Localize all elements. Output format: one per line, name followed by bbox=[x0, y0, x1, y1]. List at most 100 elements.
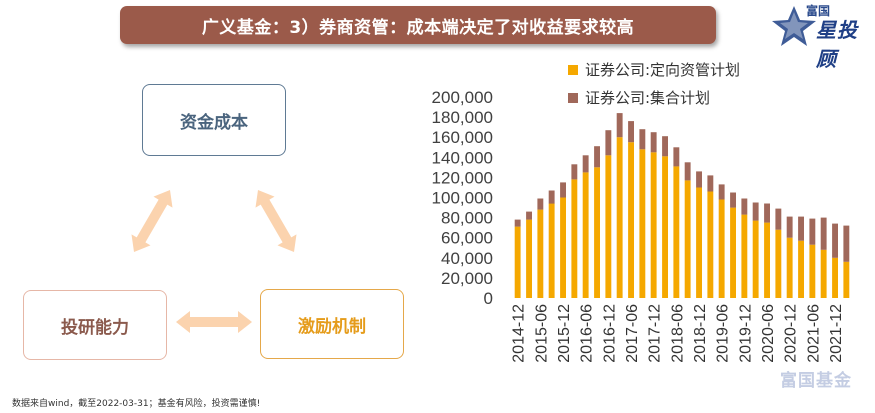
y-tick-label: 200,000 bbox=[432, 88, 493, 107]
bar-directed-2017-12 bbox=[650, 152, 657, 298]
bar-collective-2015-12 bbox=[560, 182, 566, 198]
bar-collective-2018-03 bbox=[662, 136, 668, 157]
x-tick-label: 2021-06 bbox=[805, 304, 822, 363]
bar-collective-2020-09 bbox=[775, 208, 782, 230]
bar-collective-2019-06 bbox=[718, 184, 725, 200]
node-incentive-mechanism-label: 激励机制 bbox=[298, 316, 366, 337]
bar-directed-2021-03 bbox=[798, 240, 804, 298]
bar-collective-2018-06 bbox=[673, 147, 680, 167]
bar-collective-2021-09 bbox=[820, 217, 827, 250]
x-tick-label: 2015-06 bbox=[533, 304, 550, 363]
bar-directed-2015-03 bbox=[526, 219, 532, 298]
bar-directed-2016-03 bbox=[571, 179, 578, 298]
bar-directed-2020-03 bbox=[752, 220, 759, 298]
title-banner: 广义基金：3）券商资管：成本端决定了对收益要求较高 bbox=[120, 6, 716, 44]
bar-directed-2021-09 bbox=[820, 249, 827, 298]
y-tick-label: 80,000 bbox=[441, 209, 493, 228]
node-incentive-mechanism: 激励机制 bbox=[260, 289, 404, 359]
legend-label-2: 证券公司:集合计划 bbox=[585, 89, 710, 107]
footnote: 数据来自wind，截至2022-03-31；基金有风险，投资需谨慎! bbox=[12, 399, 261, 409]
star-logo-icon bbox=[772, 6, 816, 46]
arrow-cost-incentive-icon bbox=[255, 190, 297, 252]
bar-collective-2016-12 bbox=[605, 130, 612, 156]
y-tick-label: 20,000 bbox=[441, 269, 493, 288]
node-capital-cost: 资金成本 bbox=[142, 84, 286, 156]
bar-collective-2019-03 bbox=[707, 175, 714, 192]
x-tick-label: 2018-06 bbox=[669, 304, 686, 363]
bar-directed-2020-09 bbox=[775, 229, 782, 298]
bar-collective-2014-12 bbox=[514, 219, 521, 227]
bar-collective-2020-06 bbox=[764, 203, 770, 223]
x-tick-label: 2016-06 bbox=[579, 304, 596, 363]
bar-collective-2017-12 bbox=[650, 132, 657, 153]
bar-directed-2014-12 bbox=[514, 226, 521, 298]
bar-collective-2017-09 bbox=[639, 129, 646, 150]
y-tick-label: 160,000 bbox=[432, 128, 493, 147]
bar-collective-2018-09 bbox=[684, 162, 691, 181]
bar-directed-2015-09 bbox=[548, 203, 555, 298]
bar-directed-2020-12 bbox=[786, 237, 793, 298]
bar-collective-2021-12 bbox=[832, 223, 838, 258]
y-tick-label: 120,000 bbox=[432, 168, 493, 187]
legend-label-1: 证券公司:定向资管计划 bbox=[585, 61, 740, 79]
x-tick-label: 2021-12 bbox=[828, 304, 845, 363]
bar-collective-2019-09 bbox=[730, 192, 736, 208]
y-tick-label: 100,000 bbox=[432, 189, 493, 208]
x-tick-label: 2017-12 bbox=[647, 304, 664, 363]
bar-collective-2015-03 bbox=[526, 211, 532, 220]
bar-directed-2018-06 bbox=[673, 166, 680, 298]
bar-directed-2018-12 bbox=[696, 187, 702, 298]
arrow-cost-research-icon bbox=[131, 190, 173, 252]
legend-swatch-1 bbox=[568, 65, 578, 75]
x-tick-label: 2019-12 bbox=[737, 304, 754, 363]
bar-directed-2021-12 bbox=[832, 257, 838, 298]
bar-collective-2017-03 bbox=[616, 113, 623, 138]
bar-directed-2015-12 bbox=[560, 197, 566, 298]
brand-name: 星投顾 bbox=[816, 18, 858, 71]
bar-directed-2020-06 bbox=[764, 222, 770, 298]
bar-collective-2018-12 bbox=[696, 171, 702, 188]
bar-collective-2019-12 bbox=[741, 198, 748, 215]
bar-collective-2015-06 bbox=[537, 198, 544, 210]
bar-directed-2017-06 bbox=[628, 142, 634, 298]
y-tick-label: 140,000 bbox=[432, 148, 493, 167]
bar-directed-2018-03 bbox=[662, 156, 668, 298]
bar-directed-2016-06 bbox=[582, 172, 589, 298]
bar-directed-2018-09 bbox=[684, 180, 691, 298]
bar-directed-2019-06 bbox=[718, 199, 725, 298]
bar-directed-2019-12 bbox=[741, 214, 748, 298]
node-capital-cost-label: 资金成本 bbox=[180, 112, 248, 133]
y-tick-label: 40,000 bbox=[441, 249, 493, 268]
legend-swatch-2 bbox=[568, 93, 578, 103]
bar-directed-2016-09 bbox=[594, 167, 600, 298]
bar-directed-2015-06 bbox=[537, 209, 544, 298]
x-tick-label: 2020-12 bbox=[783, 304, 800, 363]
bar-collective-2020-12 bbox=[786, 216, 793, 238]
bar-collective-2020-03 bbox=[752, 202, 759, 221]
x-tick-label: 2014-12 bbox=[511, 304, 528, 363]
bar-collective-2016-06 bbox=[582, 155, 589, 173]
bar-collective-2017-06 bbox=[628, 121, 634, 143]
node-research-capability: 投研能力 bbox=[23, 290, 167, 360]
watermark: 富国基金 bbox=[780, 371, 852, 391]
arrow-research-incentive-icon bbox=[176, 311, 252, 333]
bar-directed-2019-09 bbox=[730, 207, 736, 298]
bar-directed-2022-03 bbox=[843, 261, 850, 298]
bar-collective-2022-03 bbox=[843, 225, 850, 262]
bar-directed-2016-12 bbox=[605, 155, 612, 298]
x-tick-label: 2018-12 bbox=[692, 304, 709, 363]
x-tick-label: 2015-12 bbox=[556, 304, 573, 363]
x-tick-label: 2017-06 bbox=[624, 304, 641, 363]
brand-name-small: 富国 bbox=[806, 4, 831, 18]
y-tick-label: 180,000 bbox=[432, 108, 493, 127]
page-title: 广义基金：3）券商资管：成本端决定了对收益要求较高 bbox=[201, 17, 635, 38]
bar-collective-2016-09 bbox=[594, 146, 600, 168]
y-tick-label: 60,000 bbox=[441, 229, 493, 248]
bar-collective-2016-03 bbox=[571, 164, 578, 180]
bar-directed-2017-09 bbox=[639, 149, 646, 298]
diagram-arrows bbox=[131, 190, 297, 333]
bar-collective-2015-09 bbox=[548, 190, 555, 204]
bar-directed-2019-03 bbox=[707, 191, 714, 298]
x-tick-label: 2016-12 bbox=[601, 304, 618, 363]
